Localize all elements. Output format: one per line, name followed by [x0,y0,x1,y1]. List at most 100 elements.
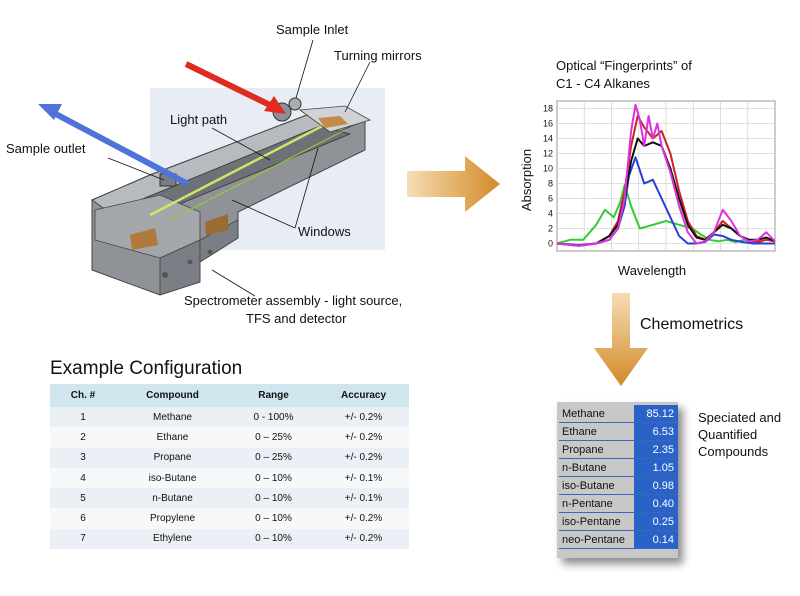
result-compound: Ethane [559,422,634,441]
cell-range: 0 - 100% [229,407,318,428]
result-row: neo-Pentane 0.14 [559,530,678,549]
y-axis-label: Absorption [519,149,534,211]
y-tick-label: 18 [543,104,553,114]
turning-mirrors-label: Turning mirrors [334,48,422,63]
result-row: n-Butane 1.05 [559,458,678,477]
cell-range: 0 – 25% [229,427,318,448]
cell-ch: 1 [50,407,116,428]
cell-compound: Ethylene [116,528,229,550]
result-value: 85.12 [634,405,678,423]
header-ch: Ch. # [50,384,116,407]
chemometrics-label: Chemometrics [640,316,744,333]
result-compound: n-Pentane [559,494,634,513]
config-row: 7 Ethylene 0 – 10% +/- 0.2% [50,528,409,550]
result-value: 2.35 [634,440,678,459]
y-tick-label: 12 [543,149,553,159]
result-compound: iso-Pentane [559,512,634,531]
light-path-label: Light path [170,112,228,127]
config-row: 6 Propylene 0 – 10% +/- 0.2% [50,508,409,529]
cell-accuracy: +/- 0.2% [318,447,409,468]
result-row: n-Pentane 0.40 [559,494,678,513]
absorption-chart: 0 2 4 6 8 10 12 14 16 18 Wavelength Absorption [517,96,779,284]
chart-title-line1: Optical “Fingerprints” of [556,58,692,73]
spectrometer-body [90,97,372,296]
result-compound: Methane [559,405,634,423]
cell-ch: 3 [50,447,116,468]
result-compound: neo-Pentane [559,530,634,549]
cell-range: 0 – 10% [229,508,318,529]
cell-accuracy: +/- 0.2% [318,427,409,448]
cell-range: 0 – 10% [229,528,318,550]
config-header-row: Ch. # Compound Range Accuracy [50,384,409,407]
series-line [556,103,776,247]
y-tick-label: 6 [548,194,553,204]
spectrometer-label-line1: Spectrometer assembly - light source, [184,293,403,308]
result-row: Methane 85.12 [559,405,678,423]
result-value: 0.98 [634,476,678,495]
cell-range: 0 – 10% [229,488,318,509]
result-value: 0.14 [634,530,678,549]
results-caption-line3: Compounds [698,444,769,459]
cell-ch: 4 [50,467,116,489]
outlet-arrow [50,109,190,187]
chart-svg: 0 2 4 6 8 10 12 14 16 18 Wavelength Absorption [519,100,776,278]
cell-accuracy: +/- 0.1% [318,488,409,509]
results-panel: Methane 85.12 Ethane 6.53 Propane 2.35 n-Butan… [557,402,678,558]
cell-compound: Propylene [116,508,229,529]
cell-ch: 6 [50,508,116,529]
cell-ch: 2 [50,427,116,448]
inlet-arrow-head [264,96,286,114]
result-value: 0.40 [634,494,678,513]
chart-title-line2: C1 - C4 Alkanes [556,76,650,91]
header-range: Range [229,384,318,407]
flow-arrow-right [407,156,500,212]
result-row: iso-Butane 0.98 [559,476,678,495]
config-row: 3 Propane 0 – 25% +/- 0.2% [50,447,409,468]
result-value: 0.25 [634,512,678,531]
x-axis-label: Wavelength [618,263,686,278]
y-tick-label: 0 [548,239,553,249]
header-accuracy: Accuracy [318,384,409,407]
cell-accuracy: +/- 0.2% [318,508,409,529]
config-title: Example Configuration [50,358,243,379]
sample-outlet-label: Sample outlet [6,141,86,156]
result-row: Ethane 6.53 [559,422,678,441]
y-tick-label: 16 [543,119,553,129]
config-row: 2 Ethane 0 – 25% +/- 0.2% [50,427,409,448]
results-caption-line1: Speciated and [698,410,782,425]
inlet-arrow [184,61,278,111]
config-row: 5 n-Butane 0 – 10% +/- 0.1% [50,488,409,509]
cell-accuracy: +/- 0.2% [318,407,409,428]
result-row: iso-Pentane 0.25 [559,512,678,531]
cell-accuracy: +/- 0.1% [318,467,409,489]
y-tick-label: 8 [548,179,553,189]
cell-compound: Methane [116,407,229,428]
result-row: Propane 2.35 [559,440,678,459]
config-row: 4 iso-Butane 0 – 10% +/- 0.1% [50,467,409,489]
config-table: Ch. # Compound Range Accuracy 1 Methane 0 … [50,384,409,550]
cell-range: 0 – 25% [229,447,318,468]
y-tick-label: 2 [548,224,553,234]
result-compound: iso-Butane [559,476,634,495]
config-row: 1 Methane 0 - 100% +/- 0.2% [50,407,409,428]
results-caption-line2: Quantified [698,427,758,442]
y-tick-label: 4 [548,209,553,219]
result-value: 6.53 [634,422,678,441]
cell-compound: Ethane [116,427,229,448]
cell-accuracy: +/- 0.2% [318,528,409,550]
result-value: 1.05 [634,458,678,477]
y-tick-label: 14 [543,134,553,144]
cell-compound: iso-Butane [116,467,229,489]
result-compound: n-Butane [559,458,634,477]
outlet-arrow-head [38,104,62,120]
results-table: Methane 85.12 Ethane 6.53 Propane 2.35 n-Butan… [559,405,678,549]
cell-compound: Propane [116,447,229,468]
cell-ch: 5 [50,488,116,509]
spectrometer-label-line2: TFS and detector [246,311,347,326]
sample-inlet-label: Sample Inlet [276,22,349,37]
header-compound: Compound [116,384,229,407]
windows-label: Windows [298,224,351,239]
leader-lines [107,39,371,297]
cell-compound: n-Butane [116,488,229,509]
